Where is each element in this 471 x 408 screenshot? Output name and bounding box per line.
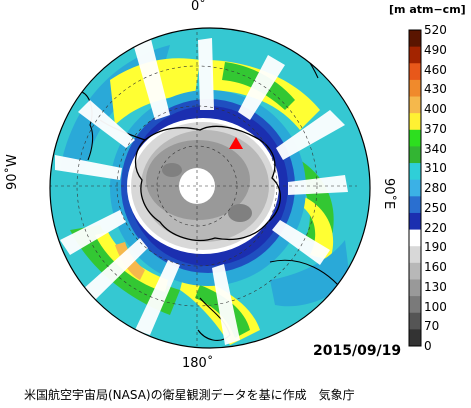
colorbar-swatch <box>409 262 421 280</box>
colorbar-swatch <box>409 179 421 197</box>
graticule <box>50 28 357 346</box>
colorbar-swatch <box>409 246 421 264</box>
colorbar <box>409 30 421 347</box>
colorbar-tick-label: 490 <box>424 42 447 57</box>
ozone-region-yellow-right <box>300 195 334 260</box>
south-america-coastline <box>81 91 94 161</box>
label-90e: 90˚E <box>381 178 396 210</box>
colorbar-swatch <box>409 196 421 214</box>
colorbar-swatch <box>409 229 421 247</box>
colorbar-swatch <box>409 146 421 164</box>
colorbar-swatch <box>409 79 421 98</box>
colorbar-tick-label: 430 <box>424 82 447 97</box>
colorbar-tick-label: 280 <box>424 181 447 195</box>
antarctica-coastline <box>134 125 281 242</box>
colorbar-unit: [m atm−cm] <box>389 3 466 16</box>
colorbar-tick-label: 520 <box>424 23 447 37</box>
colorbar-swatch <box>409 329 421 347</box>
ozone-hole-darkest <box>228 204 252 222</box>
ozone-region-lightblue-bottomright <box>270 240 350 307</box>
colorbar-tick-label: 340 <box>424 141 447 156</box>
colorbar-tick-label: 130 <box>424 279 447 294</box>
colorbar-swatch <box>409 30 421 48</box>
colorbar-swatch <box>409 63 421 81</box>
colorbar-tick-label: 190 <box>424 240 447 255</box>
colorbar-tick-label: 70 <box>424 319 440 334</box>
colorbar-swatch <box>409 46 421 64</box>
date-label: 2015/09/19 <box>313 343 402 359</box>
label-0-deg: 0˚ <box>191 0 206 14</box>
colorbar-swatch <box>409 129 421 147</box>
colorbar-swatch <box>409 312 421 330</box>
colorbar-swatch <box>409 279 421 297</box>
colorbar-swatch <box>409 163 421 181</box>
label-180-deg: 180˚ <box>182 356 214 371</box>
colorbar-tick-label: 370 <box>424 121 447 136</box>
label-90w: 90˚W <box>5 154 20 190</box>
colorbar-tick-label: 400 <box>424 102 447 116</box>
colorbar-swatch <box>409 296 421 314</box>
colorbar-swatch <box>409 113 421 131</box>
map-border <box>49 27 371 349</box>
credit-text: 米国航空宇宙局(NASA)の衛星観測データを基に作成 気象庁 <box>24 388 355 402</box>
colorbar-tick-label: 460 <box>424 62 447 77</box>
station-marker <box>229 137 243 149</box>
colorbar-tick-label: 310 <box>424 161 447 176</box>
colorbar-tick-label: 0 <box>424 339 432 353</box>
colorbar-swatch <box>409 96 421 114</box>
colorbar-tick-label: 160 <box>424 260 447 274</box>
polar-cap <box>179 168 215 204</box>
colorbar-tick-label: 220 <box>424 220 447 235</box>
colorbar-border <box>408 29 422 347</box>
colorbar-swatch <box>409 212 421 231</box>
colorbar-tick-label: 250 <box>424 200 447 215</box>
data-gap-swaths <box>55 35 348 345</box>
colorbar-tick-label: 100 <box>424 299 447 314</box>
ozone-hole-patch <box>162 163 182 177</box>
